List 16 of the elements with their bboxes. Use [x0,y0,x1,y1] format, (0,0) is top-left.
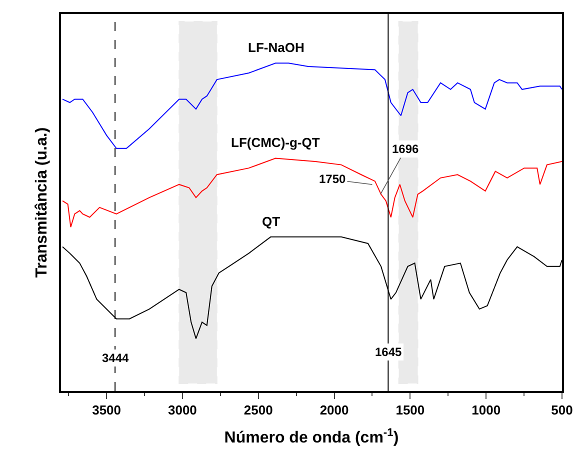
annotation: 3444 [102,351,130,365]
x-tick-label: 3000 [168,402,197,418]
x-tick-label: 1000 [472,402,501,418]
annotation: 1750 [319,172,346,186]
x-tick-label: 3500 [92,402,122,418]
series-label: LF-NaOH [248,40,304,55]
series-label: QT [262,214,280,229]
x-tick-label: 1500 [396,402,425,418]
series-label: LF(CMC)-g-QT [231,135,320,150]
x-tick-label: 2000 [320,402,349,418]
x-tick-label: 2500 [244,402,273,418]
x-axis-title: Número de onda (cm$^{-1}$) [224,426,399,447]
y-axis-title: Transmitância (u.a.) [34,127,51,278]
annotation: 1696 [392,142,420,156]
x-tick-label: 500 [551,402,573,418]
annotation: 1645 [375,345,402,359]
